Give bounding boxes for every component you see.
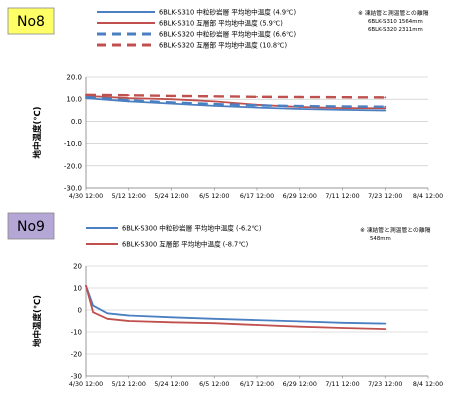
x-tick-label: 7/11 12:00 [325,193,359,200]
series-point [170,321,173,324]
series-point [341,108,344,111]
series-line [85,285,386,325]
series-point [213,100,216,103]
y-tick-label: 20.0 [66,74,82,82]
chart-panel-no8: No8 6BLK-S310 中粒砂岩層 平均地中温度 (4.9℃) 6BLK-S31… [7,7,443,200]
legend-label: 6BLK-S310 互層部 平均地中温度 (5.9℃) [159,19,283,28]
y-tick-label: -30.0 [64,185,82,193]
series-point [106,317,109,320]
legend-label: 6BLK-S300 中粒砂岩層 平均地中温度 (-6.2℃) [122,224,261,233]
x-tick-label: 6/17 12:00 [240,193,274,200]
series-point [213,322,216,325]
panel-badge [7,7,55,35]
series-point [127,94,130,97]
series-point [85,284,87,287]
series-point [92,311,95,314]
legend-label: 6BLK-S300 互層部 平均地中温度 (-8.7℃) [122,240,248,249]
y-tick-label: 0.0 [71,118,82,126]
series-point [170,316,173,319]
panel-badge [7,212,55,240]
series-point [127,320,130,322]
series-point [341,321,344,324]
separation-note: 6BLK-S320 2311mm [368,27,423,33]
series-line [85,93,386,99]
series-point [256,324,258,326]
series-point [127,99,130,102]
y-tick-label: -10 [71,329,82,337]
series-point [256,104,258,107]
series-point [170,98,173,101]
series-point [106,312,109,315]
series-point [213,104,216,107]
series-point [384,96,387,99]
series-point [341,105,344,108]
x-tick-label: 6/29 12:00 [283,193,317,200]
x-tick-label: 7/11 12:00 [325,381,359,388]
y-tick-label: 10.0 [66,96,82,104]
x-tick-label: 6/29 12:00 [283,381,317,388]
y-tick-label: 0 [78,307,82,315]
x-tick-label: 8/4 12:00 [413,381,443,388]
separation-note: 6BLK-S310 1564mm [368,19,423,25]
x-tick-label: 5/24 12:00 [154,193,188,200]
series-point [341,96,344,99]
y-axis-label: 地中温度(℃) [32,106,43,158]
series-point [127,97,130,99]
x-tick-label: 5/12 12:00 [112,193,146,200]
chart-panel-no9: No9 6BLK-S300 中粒砂岩層 平均地中温度 (-6.2℃) 6BLK-S3… [7,212,443,388]
separation-note: ※ 凍結管と測温管との離隔 [360,226,431,234]
series-line [85,285,386,330]
series-point [298,320,301,323]
legend-label: 6BLK-S320 中粒砂岩層 平均地中温度 (6.6℃) [159,30,296,39]
separation-note: 548mm [370,236,391,242]
x-tick-label: 8/4 12:00 [413,193,443,200]
series-point [213,95,216,98]
series-line [85,95,386,108]
series-point [92,304,95,307]
legend-label: 6BLK-S310 中粒砂岩層 平均地中温度 (4.9℃) [159,8,296,17]
x-tick-label: 5/12 12:00 [112,381,146,388]
series-point [298,108,301,110]
series-point [384,109,387,112]
series-point [256,95,258,98]
series-point [85,96,87,98]
panel-badge-label: No9 [17,219,45,235]
y-tick-label: -10.0 [64,140,82,148]
series-point [298,96,301,98]
y-tick-label: -20 [71,351,82,359]
x-tick-label: 6/17 12:00 [240,381,274,388]
series-point [384,322,387,325]
y-tick-label: -20.0 [64,162,82,170]
series-point [384,328,387,331]
series-point [298,105,301,107]
series-point [127,314,130,317]
x-tick-label: 4/30 12:00 [69,381,103,388]
series-point [170,94,173,97]
series-point [341,327,344,329]
x-tick-label: 5/24 12:00 [154,381,188,388]
x-tick-label: 4/30 12:00 [69,193,103,200]
series-point [384,105,387,108]
y-axis-label: 地中温度(℃) [32,295,43,347]
legend-label: 6BLK-S320 互層部 平均地中温度 (10.8℃) [159,41,287,50]
series-point [298,325,301,328]
x-tick-label: 6/5 12:00 [199,381,229,388]
series-point [85,93,87,96]
panel-badge-label: No8 [17,14,45,30]
y-tick-label: 20 [73,263,82,271]
series-line [85,95,386,110]
x-tick-label: 7/23 12:00 [368,381,402,388]
series-point [256,106,258,109]
series-point [384,107,387,110]
series-point [170,101,173,104]
series-point [213,317,216,320]
separation-note: ※ 凍結管と測温管との離隔 [358,9,429,17]
series-point [256,319,258,322]
x-tick-label: 7/23 12:00 [368,193,402,200]
y-tick-label: 10 [73,285,82,293]
x-tick-label: 6/5 12:00 [199,193,229,200]
y-tick-label: -30 [71,373,82,381]
series-point [213,103,216,105]
